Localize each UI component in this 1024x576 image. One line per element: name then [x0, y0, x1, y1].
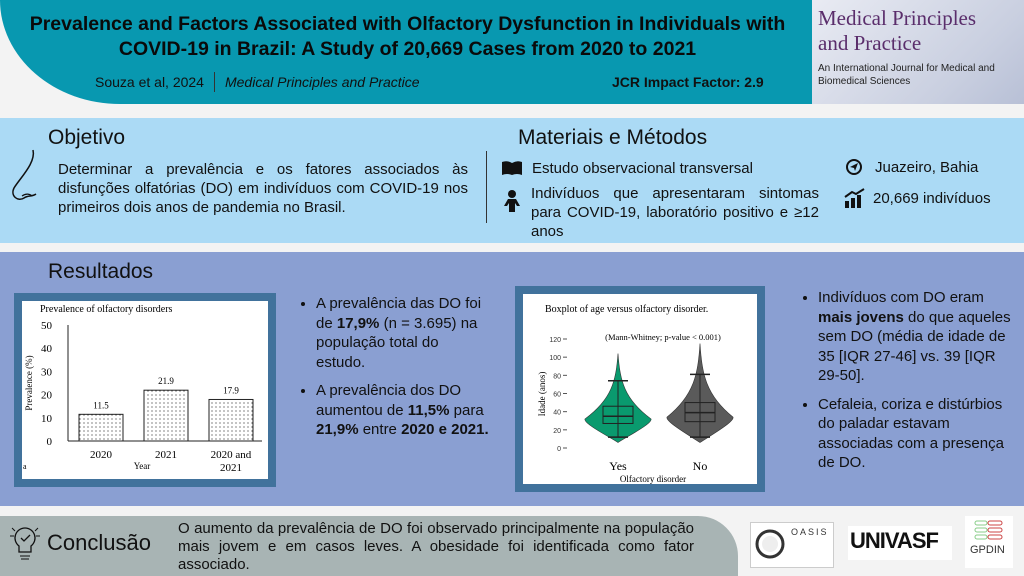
journal-title-2: and Practice: [818, 31, 922, 55]
y-tick-label: 40: [553, 410, 561, 417]
divider: [213, 72, 215, 92]
conclusion-text: O aumento da prevalência de DO foi obser…: [178, 520, 694, 573]
chart-title: Prevalence of olfactory disorders: [40, 304, 173, 315]
citation: Souza et al, 2024 Medical Principles and…: [95, 72, 420, 92]
authors: Souza et al, 2024: [95, 74, 204, 90]
univasf-logo-text: UNIVASF: [850, 528, 939, 553]
x-tick-label: 2021: [155, 449, 177, 461]
result-bullet-4: Cefaleia, coriza e distúrbios do paladar…: [818, 395, 1012, 473]
bar-2020: [78, 413, 124, 442]
univasf-logo: UNIVASF: [848, 526, 952, 560]
boxplot-chart-frame: Boxplot of age versus olfactory disorder…: [515, 286, 765, 492]
methods-heading: Materiais e Métodos: [518, 126, 708, 149]
divider: [486, 151, 487, 223]
gpdin-logo: GPDIN: [965, 516, 1013, 568]
y-tick-label: 10: [41, 413, 53, 425]
x-tick-label: 2021: [220, 462, 242, 474]
y-tick-label: 30: [41, 366, 53, 378]
radar-icon: [755, 529, 785, 559]
objective-heading: Objetivo: [48, 126, 126, 149]
y-axis-label: Prevalence (%): [24, 355, 34, 410]
y-tick-label: 40: [41, 343, 53, 355]
x-tick-label: Yes: [609, 459, 627, 473]
y-tick-label: 50: [41, 320, 53, 332]
objective-methods-section: Objetivo Determinar a prevalência e os f…: [0, 118, 1024, 243]
oasis-logo: OASIS: [750, 522, 834, 568]
result-bullet-2: A prevalência dos DO aumentou de 11,5% p…: [316, 381, 490, 440]
bar-chart-icon: [844, 188, 865, 208]
x-tick-label: 2020 and: [211, 449, 252, 461]
data-label: 21.9: [158, 376, 174, 386]
y-tick-label: 20: [41, 390, 53, 402]
bar-2020 and 2021: [208, 398, 254, 442]
x-axis-label: Olfactory disorder: [620, 474, 686, 484]
results-section: Resultados Prevalence of olfactory disor…: [0, 252, 1024, 506]
iqr-box: [602, 405, 634, 424]
x-tick-label: 2020: [90, 449, 113, 461]
sample-size: 20,669 indivíduos: [873, 190, 991, 207]
y-axis-label: Idade (anos): [537, 372, 547, 417]
result-bullet-1: A prevalência das DO foi de 17,9% (n = 3…: [316, 294, 490, 372]
journal-subtitle: An International Journal for Medical and…: [818, 63, 995, 87]
objective-text: Determinar a prevalência e os fatores as…: [58, 161, 468, 216]
y-tick-label: 100: [549, 355, 561, 362]
lightbulb-icon: [10, 527, 40, 560]
nose-icon: [12, 149, 37, 200]
person-icon: [504, 190, 520, 212]
y-tick-label: 20: [553, 428, 561, 435]
results-heading: Resultados: [48, 260, 154, 283]
study-population: Indivíduos que apresentaram sintomas par…: [531, 185, 819, 240]
chart-title: Boxplot of age versus olfactory disorder…: [545, 304, 708, 315]
prevalence-bar-chart: Prevalence of olfactory disorders 0 10 20 30…: [23, 304, 262, 474]
y-tick-label: 0: [557, 446, 561, 453]
impact-factor: JCR Impact Factor: 2.9: [612, 74, 764, 90]
location-icon: [846, 159, 862, 175]
y-tick-label: 80: [553, 373, 561, 380]
result-bullet-3: Indivíduos com DO eram mais jovens do qu…: [818, 288, 1012, 386]
header-banner: [0, 0, 808, 104]
journal-title-1: Medical Principles: [818, 6, 977, 30]
conclusion-heading: Conclusão: [47, 530, 151, 555]
journal-name: Medical Principles and Practice: [224, 74, 420, 90]
y-tick-label: 60: [553, 392, 561, 399]
stack-icon: [974, 520, 1003, 540]
gpdin-logo-text: GPDIN: [970, 544, 1005, 556]
chart-annotation: (Mann-Whitney; p-value < 0.001): [605, 332, 721, 342]
study-location: Juazeiro, Bahia: [875, 159, 979, 176]
y-tick-label: 0: [47, 436, 53, 448]
data-label: 11.5: [93, 400, 109, 410]
study-design: Estudo observacional transversal: [532, 160, 753, 177]
prevalence-chart-frame: Prevalence of olfactory disorders 0 10 20 30…: [14, 293, 276, 487]
book-icon: [502, 161, 522, 175]
data-label: 17.9: [223, 385, 239, 395]
panel-label: a: [23, 462, 27, 471]
y-tick-label: 120: [549, 337, 561, 344]
x-tick-label: No: [693, 459, 708, 473]
x-axis-label: Year: [134, 461, 151, 471]
journal-cover: Medical Principles and Practice An Inter…: [808, 0, 1024, 104]
bar-2021: [143, 389, 189, 442]
page-title: Prevalence and Factors Associated with O…: [29, 13, 786, 60]
conclusion-section: Conclusão O aumento da prevalência de DO…: [0, 516, 738, 576]
age-boxplot-chart: Boxplot of age versus olfactory disorder…: [537, 304, 734, 484]
oasis-logo-text: OASIS: [791, 527, 829, 537]
